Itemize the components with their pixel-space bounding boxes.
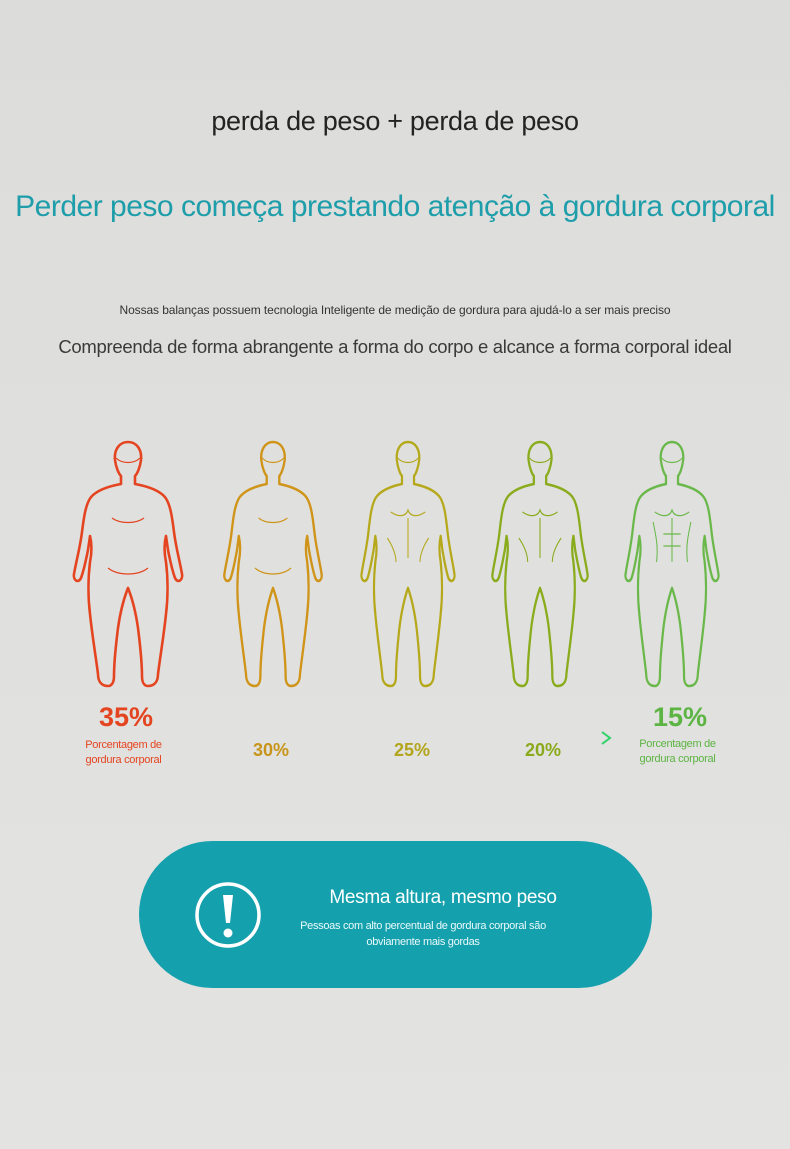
subtitle-small: Nossas balanças possuem tecnologia Intel… — [119, 303, 671, 317]
body-figure-15 — [624, 440, 720, 688]
fat-25-value: 25% — [393, 740, 431, 760]
subtitle-mid: Compreenda de forma abrangente a forma d… — [58, 336, 732, 357]
fat-15-label: Porcentagem de gordura corporal — [639, 738, 716, 765]
banner-title: Mesma altura, mesmo peso — [329, 887, 557, 908]
fat-scale-arrow — [200, 731, 612, 745]
banner-text: Pessoas com alto percentual de gordura c… — [300, 920, 546, 948]
body-figure-35 — [72, 440, 184, 688]
fat-20-value: 20% — [524, 740, 562, 760]
fat-30-value: 30% — [252, 740, 290, 760]
info-banner — [139, 841, 652, 988]
body-figures — [72, 440, 720, 688]
main-title: Perder peso começa prestando atenção à g… — [15, 190, 775, 223]
fat-15-value: 15% — [652, 702, 708, 732]
body-figure-25 — [360, 440, 456, 688]
exclamation-circle-icon — [195, 882, 261, 948]
body-figure-30 — [222, 440, 324, 688]
top-title: perda de peso + perda de peso — [211, 106, 579, 136]
fat-35-label: Porcentagem de gordura corporal — [85, 739, 162, 766]
fat-35-value: 35% — [98, 702, 154, 732]
body-figure-20 — [491, 440, 589, 688]
